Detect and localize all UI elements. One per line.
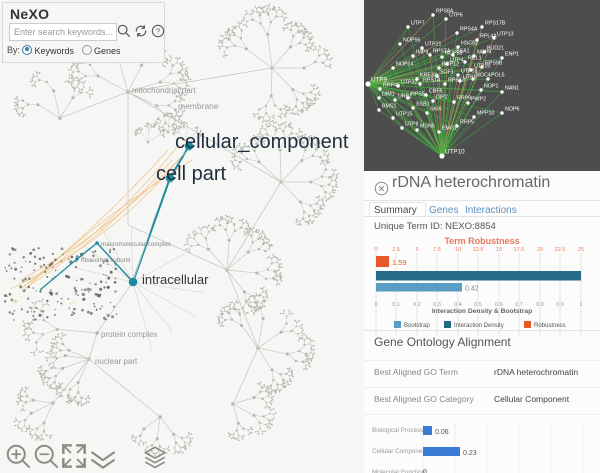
svg-text:NOP14: NOP14 — [396, 62, 413, 68]
svg-text:DIM1: DIM1 — [382, 92, 395, 98]
svg-text:IMP3: IMP3 — [416, 50, 428, 56]
svg-text:NOP6: NOP6 — [505, 107, 519, 113]
svg-text:0.23: 0.23 — [463, 450, 477, 457]
svg-text:0.8: 0.8 — [536, 302, 544, 308]
svg-text:PWP2: PWP2 — [471, 97, 486, 103]
svg-text:12.5: 12.5 — [473, 247, 484, 253]
svg-text:2.5: 2.5 — [392, 247, 400, 253]
svg-text:DIP2: DIP2 — [436, 95, 448, 101]
svg-text:ENP1: ENP1 — [505, 52, 519, 58]
svg-text:SSB1: SSB1 — [416, 102, 430, 108]
svg-text:UTP13: UTP13 — [497, 32, 514, 38]
svg-text:RPS1A: RPS1A — [423, 78, 441, 84]
svg-text:RPS9B: RPS9B — [485, 61, 503, 67]
svg-text:7.5: 7.5 — [433, 247, 441, 253]
svg-text:0: 0 — [374, 247, 377, 253]
svg-text:0.9: 0.9 — [556, 302, 564, 308]
svg-text:5: 5 — [415, 247, 418, 253]
svg-text:MPP10: MPP10 — [477, 111, 494, 117]
svg-text:BMS1: BMS1 — [382, 104, 396, 110]
svg-text:RRP45: RRP45 — [383, 83, 400, 89]
svg-text:HSC82: HSC82 — [461, 41, 478, 47]
svg-text:?: ? — [156, 27, 160, 36]
svg-text:UTP15: UTP15 — [396, 112, 413, 118]
svg-text:0.2: 0.2 — [413, 302, 421, 308]
svg-text:SKI6: SKI6 — [430, 107, 442, 113]
svg-text:15: 15 — [496, 247, 502, 253]
svg-text:Bootstrap: Bootstrap — [404, 323, 430, 329]
svg-text:UTP4: UTP4 — [450, 58, 464, 64]
svg-text:0.42: 0.42 — [465, 286, 479, 293]
svg-text:UTP7: UTP7 — [411, 21, 425, 27]
svg-text:0.06: 0.06 — [435, 429, 449, 436]
svg-text:UTP22: UTP22 — [401, 80, 418, 86]
svg-text:NOC4: NOC4 — [476, 73, 491, 79]
svg-text:BUD21: BUD21 — [487, 46, 504, 52]
svg-text:NOP56: NOP56 — [403, 38, 420, 44]
svg-text:1: 1 — [579, 302, 582, 308]
svg-text:SSA1: SSA1 — [456, 49, 470, 55]
svg-text:NAN1: NAN1 — [505, 86, 519, 92]
svg-text:10: 10 — [455, 247, 461, 253]
svg-text:POL5: POL5 — [491, 73, 505, 79]
svg-text:17.5: 17.5 — [514, 247, 525, 253]
svg-text:20: 20 — [537, 247, 543, 253]
svg-text:RPS5: RPS5 — [411, 92, 425, 98]
svg-text:Robustness: Robustness — [534, 323, 566, 329]
svg-text:25: 25 — [578, 247, 584, 253]
svg-text:RPS17B: RPS17B — [485, 21, 506, 27]
svg-text:UTP21: UTP21 — [425, 42, 442, 48]
svg-text:macromolecular complex: macromolecular complex — [101, 241, 172, 248]
svg-text:NOP1: NOP1 — [484, 84, 498, 90]
svg-text:UTP8: UTP8 — [405, 122, 419, 128]
svg-text:RPS4A: RPS4A — [460, 27, 478, 33]
svg-text:0: 0 — [423, 469, 427, 473]
svg-text:22.5: 22.5 — [555, 247, 566, 253]
svg-text:0.1: 0.1 — [392, 302, 400, 308]
svg-text:1.59: 1.59 — [392, 258, 407, 267]
svg-text:Biological Process: Biological Process — [372, 427, 423, 434]
svg-text:ribosomal subunit: ribosomal subunit — [81, 257, 131, 264]
svg-text:UTP10: UTP10 — [445, 149, 465, 156]
svg-text:MSN5: MSN5 — [420, 124, 435, 130]
svg-text:EMG1: EMG1 — [442, 126, 457, 132]
svg-text:UTP6: UTP6 — [449, 13, 463, 19]
svg-text:RCL1: RCL1 — [468, 56, 482, 62]
svg-text:RRP5: RRP5 — [460, 120, 474, 126]
svg-text:Interaction Density & Bootstra: Interaction Density & Bootstrap — [432, 308, 532, 315]
svg-text:Cellular Component: Cellular Component — [372, 448, 428, 455]
svg-text:Interaction Density: Interaction Density — [454, 323, 504, 329]
svg-text:RPL4A: RPL4A — [480, 34, 497, 40]
svg-text:RRP9: RRP9 — [457, 96, 471, 102]
svg-text:SOF1: SOF1 — [440, 70, 454, 76]
svg-text:Molecular Function: Molecular Function — [372, 469, 426, 473]
svg-text:0: 0 — [374, 302, 377, 308]
svg-text:UTP5: UTP5 — [463, 75, 477, 81]
